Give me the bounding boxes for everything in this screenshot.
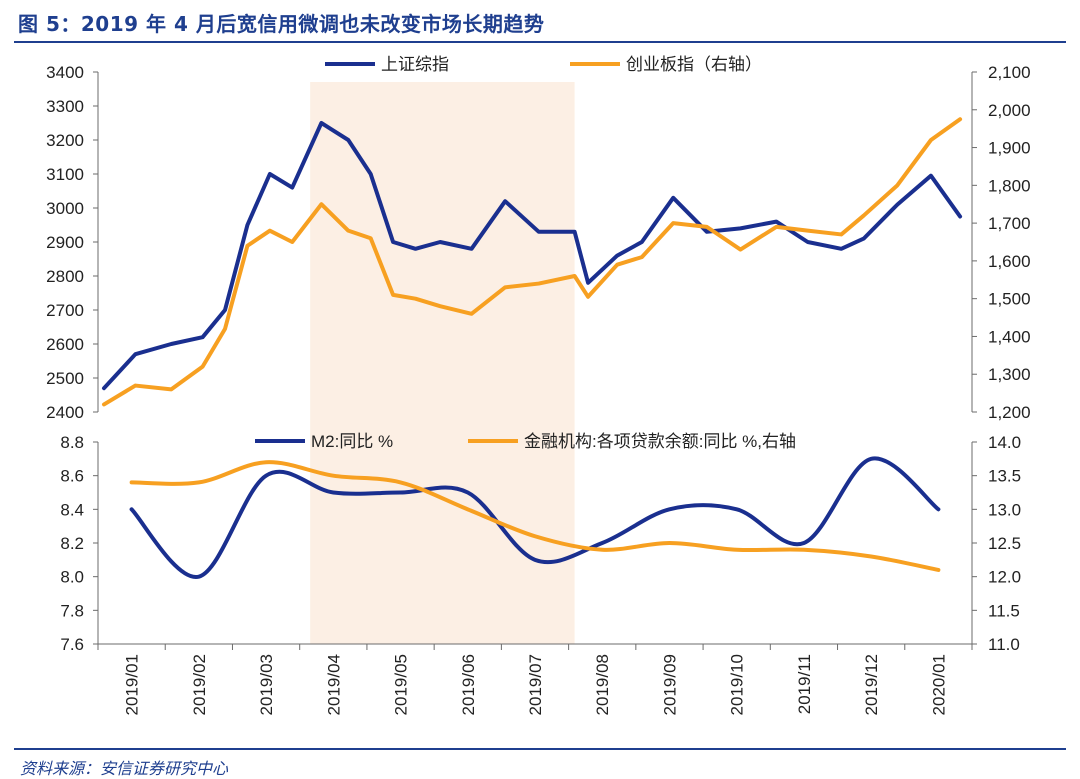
- bottom-tick-label-right: 13.5: [988, 467, 1021, 486]
- shaded-period: [310, 82, 575, 644]
- bottom-legend-label-1: 金融机构:各项贷款余额:同比 %,右轴: [524, 432, 796, 451]
- bottom-tick-label-right: 12.5: [988, 534, 1021, 553]
- x-tick-label: 2019/12: [862, 654, 881, 715]
- bottom-tick-label-left: 7.8: [60, 601, 84, 620]
- top-tick-label-right: 1,300: [988, 365, 1031, 384]
- x-tick-label: 2019/04: [324, 654, 343, 715]
- axes: 2400 2500 2600 2700 2800 2900 3000 3100 3200 3300…: [46, 63, 1030, 715]
- top-tick-label-left: 3300: [46, 97, 84, 116]
- top-tick-label-right: 1,200: [988, 403, 1031, 422]
- x-tick-label: 2019/05: [392, 654, 411, 715]
- legends: 上证综指 创业板指（右轴） M2:同比 % 金融机构:各项贷款余额:同比 %,右轴: [255, 55, 796, 451]
- x-tick-label: 2019/10: [728, 654, 747, 715]
- top-tick-label-right: 1,900: [988, 139, 1031, 158]
- top-tick-label-right: 2,000: [988, 101, 1031, 120]
- x-tick-label: 2019/07: [526, 654, 545, 715]
- bottom-tick-label-right: 11.0: [988, 635, 1020, 654]
- top-tick-label-right: 1,700: [988, 214, 1031, 233]
- bottom-tick-label-left: 8.6: [60, 467, 84, 486]
- bottom-series-line-0: [129, 456, 941, 579]
- top-tick-label-left: 2900: [46, 233, 84, 252]
- top-tick-label-left: 3400: [46, 63, 84, 82]
- top-tick-label-right: 1,500: [988, 290, 1031, 309]
- top-tick-label-left: 2800: [46, 267, 84, 286]
- top-tick-label-left: 2400: [46, 403, 84, 422]
- title-rule: [14, 41, 1066, 43]
- x-tick-label: 2019/03: [257, 654, 276, 715]
- bottom-tick-label-left: 8.4: [60, 500, 84, 519]
- top-series-line-0: [102, 121, 963, 391]
- bottom-tick-label-left: 7.6: [60, 635, 84, 654]
- source-rule: [14, 748, 1066, 750]
- top-tick-label-left: 2500: [46, 369, 84, 388]
- top-tick-label-right: 1,400: [988, 327, 1031, 346]
- top-legend-label-0: 上证综指: [381, 55, 449, 74]
- series-lines: [102, 117, 963, 579]
- bottom-tick-label-left: 8.0: [60, 568, 84, 587]
- top-tick-label-left: 2600: [46, 335, 84, 354]
- bottom-tick-label-right: 13.0: [988, 500, 1021, 519]
- top-tick-label-left: 3200: [46, 131, 84, 150]
- x-tick-label: 2019/11: [795, 654, 814, 714]
- x-tick-label: 2019/02: [190, 654, 209, 715]
- top-tick-label-right: 2,100: [988, 63, 1031, 82]
- top-tick-label-left: 2700: [46, 301, 84, 320]
- source-note: 资料来源：安信证券研究中心: [20, 759, 229, 778]
- top-tick-label-right: 1,600: [988, 252, 1031, 271]
- bottom-legend-label-0: M2:同比 %: [311, 432, 393, 451]
- top-tick-label-left: 3000: [46, 199, 84, 218]
- top-tick-label-left: 3100: [46, 165, 84, 184]
- top-legend-label-1: 创业板指（右轴）: [626, 55, 762, 74]
- bottom-tick-label-right: 11.5: [988, 601, 1020, 620]
- bottom-tick-label-left: 8.8: [60, 433, 84, 452]
- figure-title: 图 5：2019 年 4 月后宽信用微调也未改变市场长期趋势: [18, 12, 545, 36]
- top-series-line-1: [102, 117, 963, 407]
- x-tick-label: 2020/01: [929, 654, 948, 715]
- bottom-series-line-1: [129, 460, 941, 572]
- x-tick-label: 2019/01: [123, 654, 142, 715]
- bottom-tick-label-right: 14.0: [988, 433, 1021, 452]
- top-tick-label-right: 1,800: [988, 176, 1031, 195]
- bottom-tick-label-right: 12.0: [988, 568, 1021, 587]
- x-tick-label: 2019/09: [660, 654, 679, 715]
- x-tick-label: 2019/06: [459, 654, 478, 715]
- bottom-tick-label-left: 8.2: [60, 534, 84, 553]
- x-tick-label: 2019/08: [593, 654, 612, 715]
